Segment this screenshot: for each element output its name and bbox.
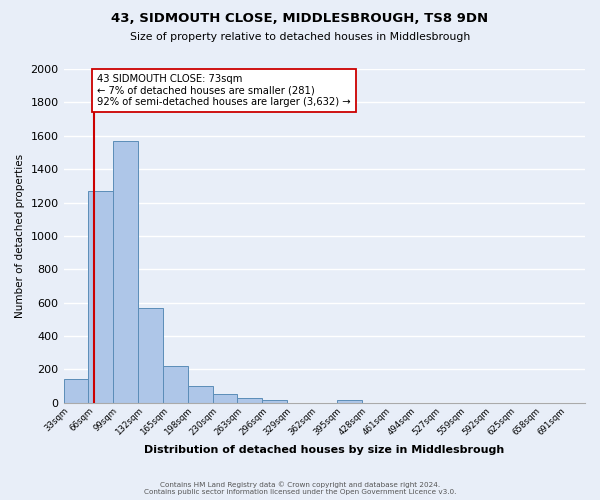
Bar [238,398,262,403]
Text: Size of property relative to detached houses in Middlesbrough: Size of property relative to detached ho… [130,32,470,42]
Bar [138,308,163,403]
Bar [113,141,138,403]
Bar [163,366,188,403]
Bar [262,400,287,403]
Bar [64,380,88,403]
Text: 43, SIDMOUTH CLOSE, MIDDLESBROUGH, TS8 9DN: 43, SIDMOUTH CLOSE, MIDDLESBROUGH, TS8 9… [112,12,488,26]
X-axis label: Distribution of detached houses by size in Middlesbrough: Distribution of detached houses by size … [144,445,505,455]
Bar [212,394,238,403]
Bar [188,386,212,403]
Y-axis label: Number of detached properties: Number of detached properties [15,154,25,318]
Text: 43 SIDMOUTH CLOSE: 73sqm
← 7% of detached houses are smaller (281)
92% of semi-d: 43 SIDMOUTH CLOSE: 73sqm ← 7% of detache… [97,74,351,107]
Bar [337,400,362,403]
Bar [88,191,113,403]
Text: Contains HM Land Registry data © Crown copyright and database right 2024.
Contai: Contains HM Land Registry data © Crown c… [144,482,456,495]
